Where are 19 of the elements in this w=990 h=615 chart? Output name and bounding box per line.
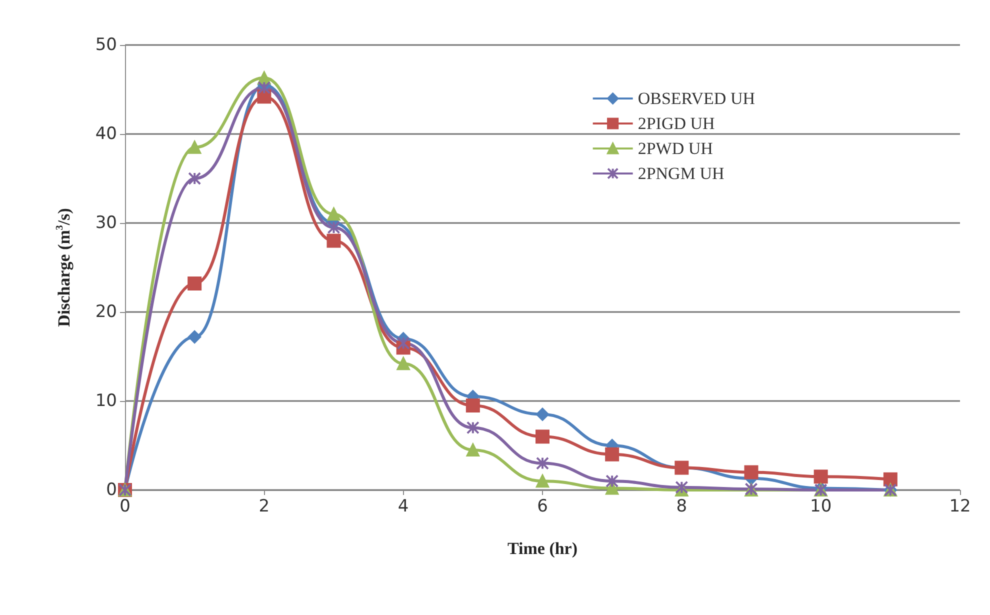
legend-label: 2PWD UH bbox=[638, 139, 713, 158]
y-tick-label: 30 bbox=[95, 213, 117, 233]
y-tick-label: 50 bbox=[95, 35, 117, 55]
legend-label: OBSERVED UH bbox=[638, 89, 756, 108]
x-tick-label: 10 bbox=[810, 496, 832, 516]
x-tick-label: 8 bbox=[676, 496, 688, 516]
x-axis-title: Time (hr) bbox=[507, 539, 578, 558]
x-tick-label: 4 bbox=[398, 496, 409, 516]
x-tick-label: 2 bbox=[258, 496, 270, 516]
x-tick-label: 6 bbox=[537, 496, 548, 516]
legend-label: 2PNGM UH bbox=[638, 164, 724, 183]
x-tick-label: 12 bbox=[949, 496, 971, 516]
y-tick-label: 20 bbox=[95, 302, 117, 322]
legend-label: 2PIGD UH bbox=[638, 114, 715, 133]
y-axis-title: Discharge (m3/s) bbox=[54, 208, 74, 327]
y-tick-label: 40 bbox=[95, 124, 117, 144]
y-tick-label: 10 bbox=[95, 391, 117, 411]
y-tick-label: 0 bbox=[106, 480, 117, 500]
x-tick-label: 0 bbox=[120, 496, 130, 516]
